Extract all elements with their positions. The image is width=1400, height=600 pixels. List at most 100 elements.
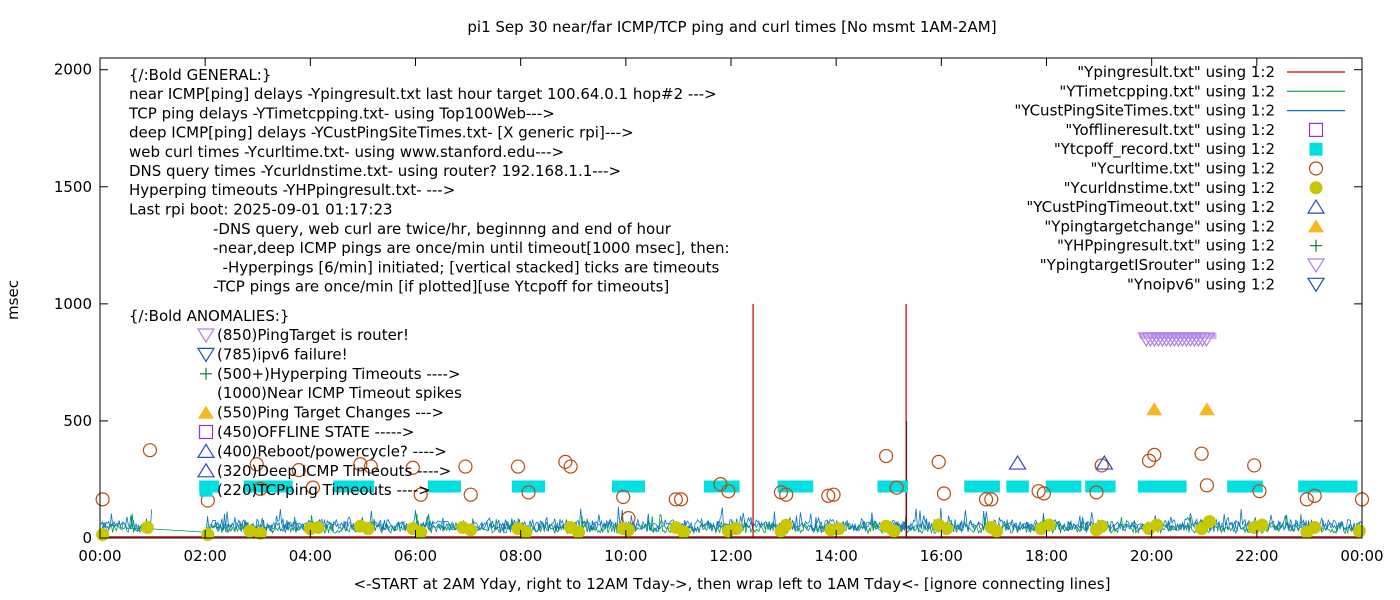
- curl-time-point: [142, 443, 158, 458]
- legend-marker: [1308, 219, 1324, 233]
- anomaly-marker: [198, 405, 214, 419]
- anomaly-marker: [199, 483, 213, 497]
- curl-time-point: [558, 454, 573, 470]
- anomaly-marker: [196, 462, 216, 478]
- curl-time-point: [1036, 486, 1051, 501]
- x-tick-label: 02:00: [184, 547, 227, 565]
- general-note-line: DNS query times -Ycurldnstime.txt- using…: [129, 162, 621, 180]
- dns-time-point: [779, 518, 793, 532]
- tcp-timeout-mark: [512, 480, 546, 493]
- general-note-line: TCP ping delays -YTimetcpping.txt- using…: [128, 104, 555, 122]
- legend-label: "YTimetcpping.txt" using 1:2: [1059, 82, 1275, 100]
- curl-time-point: [1147, 447, 1162, 462]
- curl-time-point: [978, 492, 994, 507]
- y-tick-label: 1500: [54, 178, 92, 196]
- general-note-line: web curl times -Ycurltime.txt- using www…: [129, 143, 564, 161]
- legend-marker: [1310, 239, 1322, 252]
- curl-time-point: [1194, 446, 1209, 461]
- anomaly-label: (400)Reboot/powercycle? ---->: [217, 442, 447, 460]
- curl-time-point: [936, 486, 952, 501]
- x-tick-label: 04:00: [289, 547, 332, 565]
- dns-time-point: [140, 520, 154, 534]
- dns-time-point: [201, 527, 215, 541]
- dns-time-point: [621, 523, 635, 537]
- legend-label: "YCustPingSiteTimes.txt" using 1:2: [1014, 102, 1275, 120]
- curl-time-point: [353, 457, 368, 472]
- dns-time-point: [832, 522, 846, 536]
- indented-note-line: -Hyperpings [6/min] initiated; [vertical…: [213, 258, 719, 276]
- anomaly-label: (450)OFFLINE STATE ----->: [217, 423, 414, 441]
- dns-time-point: [361, 522, 375, 536]
- legend-label: "Ynoipv6" using 1:2: [1127, 275, 1275, 293]
- curl-time-point: [984, 492, 999, 507]
- legend-marker: [1308, 122, 1324, 138]
- tcp-timeout-mark: [964, 480, 1000, 493]
- x-tick-label: 20:00: [1130, 547, 1173, 565]
- curl-time-point: [510, 459, 526, 474]
- x-tick-label: 00:00: [1340, 547, 1383, 565]
- legend-marker: [1309, 181, 1323, 195]
- x-tick-label: 00:00: [78, 547, 121, 565]
- curl-time-point: [616, 489, 631, 505]
- ping-target-router-band: [1139, 332, 1217, 339]
- legend-label: "Ypingresult.txt" using 1:2: [1077, 63, 1275, 81]
- anomaly-label: (320)Deep ICMP Timeouts ---->: [217, 462, 451, 480]
- y-tick-label: 500: [63, 412, 92, 430]
- curl-time-point: [521, 485, 536, 500]
- anomalies-title: {/:Bold ANOMALIES:}: [129, 307, 289, 325]
- curl-time-point: [1199, 478, 1214, 493]
- dns-time-point: [990, 524, 1004, 538]
- curl-time-point: [1299, 492, 1314, 507]
- y-axis-label: msec: [4, 280, 22, 320]
- indented-note-line: -TCP pings are once/min [if plotted][use…: [213, 278, 669, 296]
- y-tick-label: 2000: [54, 61, 92, 79]
- curl-time-point: [413, 487, 428, 502]
- plot-series: [95, 303, 1370, 541]
- legend-label: "Ypingtargetchange" using 1:2: [1044, 217, 1275, 235]
- anomaly-label: (500+)Hyperping Timeouts ---->: [217, 365, 461, 383]
- dns-time-point: [940, 522, 954, 536]
- tcp-timeout-mark: [427, 480, 461, 493]
- plot-axes: 0 500 1000 1500 2000 00:00 02:00 04:00 06:00 08:0…: [54, 57, 1384, 565]
- curl-time-point: [721, 484, 736, 499]
- tcp-timeout-mark: [703, 480, 740, 493]
- anomaly-marker: [198, 424, 214, 440]
- gap-connector: [147, 528, 206, 533]
- curl-time-point: [879, 448, 894, 464]
- curl-time-point: [779, 487, 794, 502]
- legend-label: "Ytcpoff_record.txt" using 1:2: [1054, 140, 1275, 159]
- curl-time-point: [253, 481, 268, 496]
- curl-time-point: [713, 477, 728, 492]
- x-tick-label: 16:00: [920, 547, 963, 565]
- dns-time-point: [1150, 518, 1164, 532]
- dns-time-point: [253, 526, 267, 540]
- curl-time-point: [1247, 458, 1262, 473]
- anomaly-marker: [196, 443, 216, 458]
- ping-target-change-point: [1146, 402, 1163, 416]
- curl-time-point: [1094, 458, 1109, 473]
- dns-time-point: [414, 525, 428, 539]
- anomaly-label: (785)ipv6 failure!: [217, 345, 348, 363]
- curl-time-point: [291, 462, 306, 478]
- y-tick-label: 1000: [54, 295, 92, 313]
- x-axis-label: <-START at 2AM Yday, right to 12AM Tday-…: [354, 575, 1111, 593]
- curl-time-point: [673, 492, 689, 507]
- legend-label: "Ycurldnstime.txt" using 1:2: [1064, 179, 1275, 197]
- x-tick-label: 06:00: [394, 547, 437, 565]
- general-note-line: Hyperping timeouts -YHPpingresult.txt- -…: [129, 181, 455, 199]
- dns-time-point: [572, 525, 586, 539]
- curl-time-point: [931, 454, 946, 470]
- dns-time-point: [519, 525, 533, 539]
- legend-label: "YHPpingresult.txt" using 1:2: [1057, 237, 1275, 255]
- x-tick-label: 14:00: [815, 547, 858, 565]
- dns-time-point: [1255, 518, 1269, 532]
- dns-time-point: [1352, 524, 1366, 538]
- x-tick-label: 08:00: [499, 547, 542, 565]
- legend-marker: [1309, 142, 1323, 156]
- x-tick-label: 18:00: [1025, 547, 1068, 565]
- legend-marker: [1306, 198, 1326, 214]
- dns-time-point: [1308, 520, 1322, 534]
- legend-label: "YpingtargetISrouter" using 1:2: [1040, 256, 1275, 274]
- chart-notes: {/:Bold GENERAL:}near ICMP[ping] delays …: [128, 66, 730, 296]
- deep-icmp-timeout-point: [1008, 454, 1027, 470]
